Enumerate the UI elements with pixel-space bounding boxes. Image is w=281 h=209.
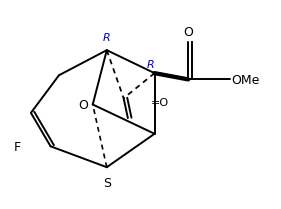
Text: R: R	[146, 60, 154, 70]
Text: R: R	[103, 33, 111, 43]
Text: S: S	[103, 177, 111, 190]
Text: O: O	[183, 26, 193, 39]
Text: O: O	[78, 99, 88, 112]
Text: =O: =O	[150, 98, 169, 108]
Text: F: F	[13, 141, 21, 154]
Text: OMe: OMe	[232, 74, 260, 87]
